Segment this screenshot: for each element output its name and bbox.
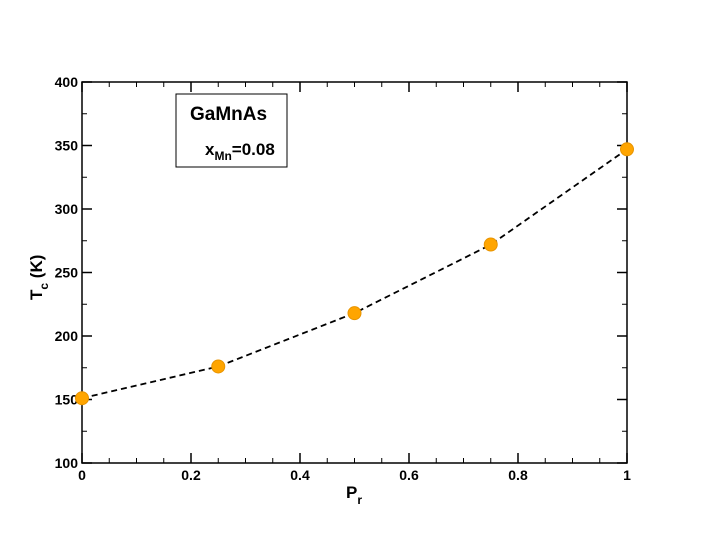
x-axis-label: Pr (346, 483, 362, 507)
y-tick-label: 350 (55, 138, 79, 154)
x-tick-label: 0.8 (508, 467, 528, 483)
data-point (75, 391, 89, 406)
x-tick-label: 0.2 (181, 467, 201, 483)
legend-title: GaMnAs (190, 104, 267, 125)
y-tick-label: 200 (55, 328, 79, 344)
x-tick-label: 0 (78, 467, 86, 483)
data-point (620, 142, 634, 157)
y-tick-label: 100 (55, 455, 79, 471)
data-points (75, 142, 634, 406)
legend-box: GaMnAs xMn=0.08 (175, 93, 288, 168)
data-point (483, 237, 498, 252)
plot-frame (81, 81, 628, 464)
x-tick-label: 0.6 (399, 467, 419, 483)
y-tick-label: 400 (55, 74, 79, 90)
legend-composition: xMn=0.08 (205, 140, 275, 163)
x-tick-label: 0.4 (290, 467, 310, 483)
y-axis-label: Tc (K) (27, 255, 51, 300)
y-tick-label: 300 (55, 201, 79, 217)
y-tick-label: 150 (55, 392, 79, 408)
data-point (211, 359, 226, 374)
x-tick-label: 1 (623, 467, 631, 483)
y-tick-label: 250 (55, 265, 79, 281)
axis-tick-labels: 0 0.2 0.4 0.6 0.8 1 100 150 200 250 300 350 400 (55, 74, 631, 483)
series-line (81, 148, 628, 400)
data-point (347, 306, 362, 321)
axis-ticks (81, 81, 628, 464)
